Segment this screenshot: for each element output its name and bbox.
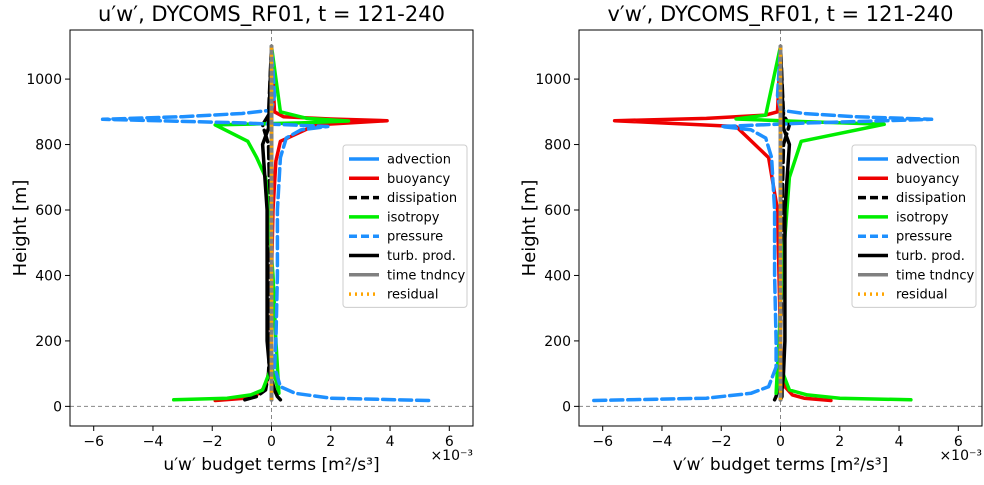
series-line-turb-prod- [260, 44, 283, 402]
y-tick-label: 1000 [26, 72, 62, 88]
x-tick-label: 0 [267, 434, 276, 450]
y-tick-label: 200 [544, 334, 571, 350]
legend-label: pressure [896, 230, 952, 245]
series-line-pressure [592, 44, 934, 403]
x-multiplier-label: ×10⁻³ [939, 448, 982, 464]
legend-label: time tndncy [896, 268, 974, 283]
chart-title: u′w′, DYCOMS_RF01, t = 121-240 [98, 2, 445, 27]
y-tick-label: 0 [562, 399, 571, 415]
x-tick-label: 6 [445, 434, 454, 450]
legend-label: turb. prod. [896, 249, 965, 264]
legend-box [342, 144, 468, 308]
x-tick-label: −6 [83, 434, 104, 450]
y-tick-label: 800 [35, 138, 62, 154]
y-tick-label: 400 [544, 268, 571, 284]
y-tick-label: 400 [35, 268, 62, 284]
series-line-buoyancy [612, 44, 833, 403]
x-tick-label: 4 [895, 434, 904, 450]
legend-label: residual [896, 288, 948, 303]
x-tick-label: 2 [835, 434, 844, 450]
legend-label: dissipation [896, 191, 966, 206]
x-tick-label: −4 [143, 434, 164, 450]
legend-label: pressure [387, 230, 443, 245]
chart-panel-vw: v′w′, DYCOMS_RF01, t = 121-240 −6 −4 −2 0 2 4 6… [519, 2, 983, 475]
y-tick-label: 0 [53, 399, 62, 415]
x-multiplier-label: ×10⁻³ [430, 448, 473, 464]
legend-label: advection [387, 153, 451, 168]
y-tick-label: 200 [35, 334, 62, 350]
plot-area [70, 30, 473, 426]
legend-label: isotropy [387, 210, 440, 225]
legend-label: turb. prod. [387, 249, 456, 264]
x-tick-label: 6 [954, 434, 963, 450]
y-axis-label: Height [m] [10, 180, 31, 277]
legend-box [851, 144, 977, 308]
x-axis-label: u′w′ budget terms [m²/s³] [163, 455, 379, 475]
chart-panel-uw: u′w′, DYCOMS_RF01, t = 121-240 −6 −4 −2 0 2 4 6… [10, 2, 474, 475]
chart-title: v′w′, DYCOMS_RF01, t = 121-240 [608, 2, 954, 27]
x-tick-label: 4 [386, 434, 395, 450]
y-tick-label: 600 [544, 203, 571, 219]
x-tick-label: 2 [326, 434, 335, 450]
series-line-pressure [100, 44, 431, 403]
x-tick-label: −2 [202, 434, 223, 450]
y-axis-label: Height [m] [519, 180, 540, 277]
series-line-isotropy [171, 44, 351, 402]
legend-label: advection [896, 153, 960, 168]
x-tick-label: −6 [592, 434, 613, 450]
legend-label: dissipation [387, 191, 457, 206]
legend-label: time tndncy [387, 268, 465, 283]
x-tick-label: 0 [776, 434, 785, 450]
legend-label: residual [387, 288, 439, 303]
x-axis-label: v′w′ budget terms [m²/s³] [673, 455, 888, 475]
legend-label: buoyancy [896, 172, 959, 187]
legend-label: buoyancy [387, 172, 450, 187]
y-tick-label: 600 [35, 203, 62, 219]
x-tick-label: −2 [711, 434, 732, 450]
y-tick-label: 1000 [535, 72, 571, 88]
x-tick-label: −4 [652, 434, 673, 450]
y-tick-label: 800 [544, 138, 571, 154]
plot-area [579, 30, 982, 426]
legend-label: isotropy [896, 210, 949, 225]
